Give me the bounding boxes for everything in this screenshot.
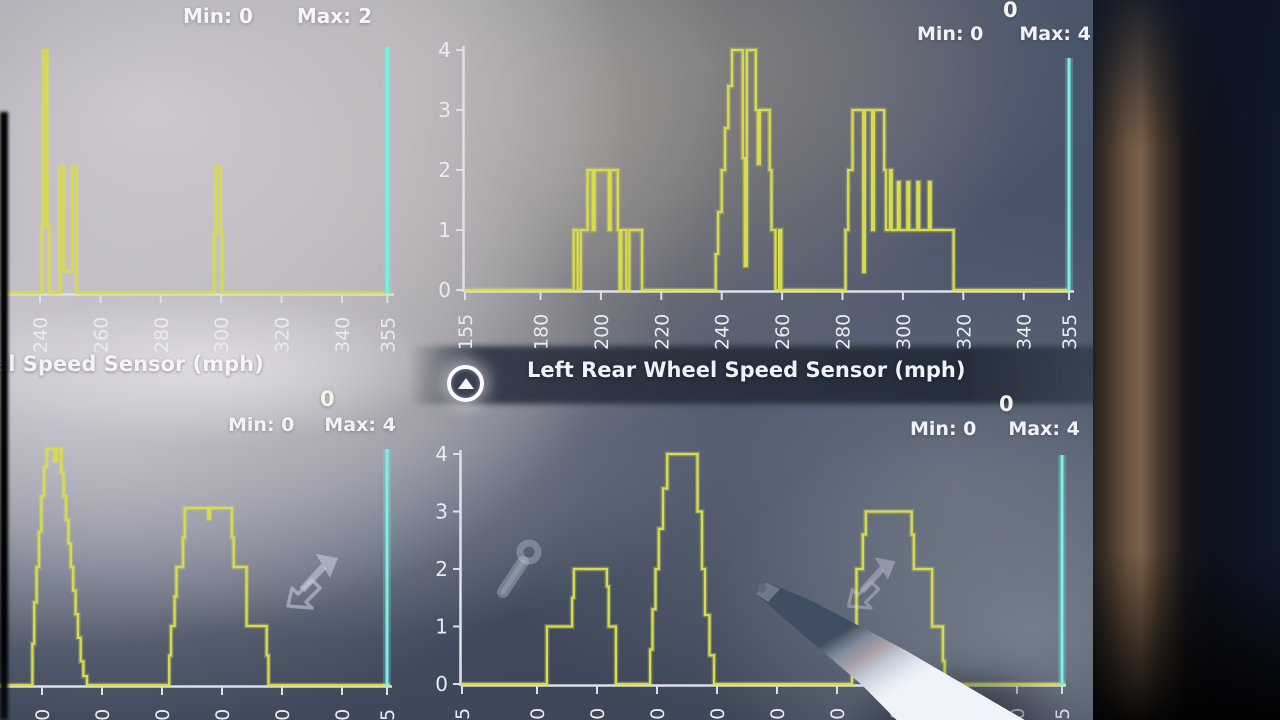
x-tick-label: 355 (1059, 314, 1081, 350)
y-tick-label: 3 (435, 500, 448, 524)
panel-bottom-right-header: Min: 0 Max: 4 (910, 418, 1080, 440)
x-tick-label: 200 (591, 314, 613, 350)
max-value-label: Max: 4 (1019, 23, 1091, 45)
x-tick-label: 155 (452, 708, 474, 720)
x-tick-label: 340 (1007, 708, 1029, 720)
y-tick-label: 2 (438, 158, 451, 182)
y-tick-label: 0 (435, 672, 448, 696)
x-tick-label: 355 (1052, 708, 1074, 720)
panel-bottom-right-title: Left Rear Wheel Speed Sensor (mph) (527, 358, 966, 382)
panel-top-left-header: Min: 0 Max: 2 (183, 4, 372, 28)
x-tick-label: 180 (527, 708, 549, 720)
x-tick-label: 340 (332, 709, 354, 720)
x-tick-label: 300 (212, 709, 234, 720)
x-tick-label: 355 (377, 709, 399, 720)
x-tick-label: 320 (272, 317, 294, 353)
x-tick-label: 355 (377, 317, 399, 353)
x-tick-label: 200 (587, 708, 609, 720)
y-tick-label: 2 (435, 557, 448, 581)
x-tick-label: 220 (647, 708, 669, 720)
min-value-label: Min: 0 (917, 23, 984, 45)
up-arrow-icon (457, 378, 474, 389)
x-tick-label: 280 (833, 314, 855, 350)
x-tick-label: 320 (947, 708, 969, 720)
sensor-trace (465, 48, 1069, 292)
x-tick-label: 300 (211, 317, 233, 353)
photo-left-bezel (0, 112, 8, 720)
sensor-trace (0, 49, 391, 295)
y-tick-label: 1 (435, 615, 448, 639)
min-value-label: Min: 0 (228, 414, 295, 436)
y-tick-label: 1 (438, 218, 451, 242)
x-tick-label: 155 (455, 314, 477, 350)
chart-top_right[interactable]: 155 180 200 220 240 260 280 300 320 340 355 0 1 2 3 4 (438, 38, 1081, 350)
x-tick-label: 280 (827, 708, 849, 720)
x-tick-label: 320 (953, 314, 975, 350)
wrench-icon[interactable] (487, 536, 557, 608)
sensor-trace-glow (465, 47, 1069, 293)
panel-bottom-left-header: Min: 0 Max: 4 (228, 414, 396, 436)
chart-top_left[interactable]: 240 260 280 300 320 340 355 (0, 47, 399, 353)
x-tick-label: 280 (151, 317, 173, 353)
x-tick-label: 260 (92, 709, 114, 720)
min-value-label: Min: 0 (183, 4, 253, 28)
x-tick-label: 240 (30, 317, 52, 353)
x-tick-label: 320 (272, 709, 294, 720)
max-value-label: Max: 2 (296, 4, 373, 28)
y-tick-label: 0 (438, 278, 451, 302)
x-tick-label: 340 (1014, 314, 1036, 350)
x-tick-label: 260 (772, 314, 794, 350)
scroll-up-button[interactable] (447, 365, 484, 402)
chart-bottom_left[interactable]: 240 260 280 300 320 340 355 (0, 446, 399, 720)
max-value-label: Max: 4 (324, 414, 396, 436)
current-value-bottom-right: 0 (999, 392, 1014, 416)
x-tick-label: 260 (767, 708, 789, 720)
current-value-bottom-left: 0 (320, 387, 335, 411)
min-value-label: Min: 0 (910, 418, 977, 440)
expand-arrows-icon-bottom-right[interactable] (843, 548, 901, 610)
y-tick-label: 4 (435, 442, 448, 466)
x-tick-label: 240 (32, 709, 54, 720)
sensor-trace (0, 447, 390, 687)
x-tick-label: 220 (651, 314, 673, 350)
x-tick-label: 180 (531, 314, 553, 350)
x-tick-label: 300 (893, 314, 915, 350)
panel-bottom-left-title: el Speed Sensor (mph) (0, 352, 264, 376)
sensor-trace (462, 452, 1065, 686)
x-tick-label: 300 (887, 708, 909, 720)
panel-top-right-header: Min: 0 Max: 4 (917, 23, 1091, 45)
y-tick-label: 4 (438, 38, 451, 62)
y-tick-label: 3 (438, 98, 451, 122)
max-value-label: Max: 4 (1008, 418, 1080, 440)
current-value-top-right: 0 (1003, 0, 1018, 22)
x-tick-label: 260 (90, 317, 112, 353)
x-tick-label: 340 (332, 317, 354, 353)
photo-right-bezel (1093, 0, 1280, 720)
x-tick-label: 280 (152, 709, 174, 720)
x-tick-label: 240 (712, 314, 734, 350)
x-tick-label: 240 (707, 708, 729, 720)
expand-arrows-icon-bottom-left[interactable] (282, 544, 344, 610)
